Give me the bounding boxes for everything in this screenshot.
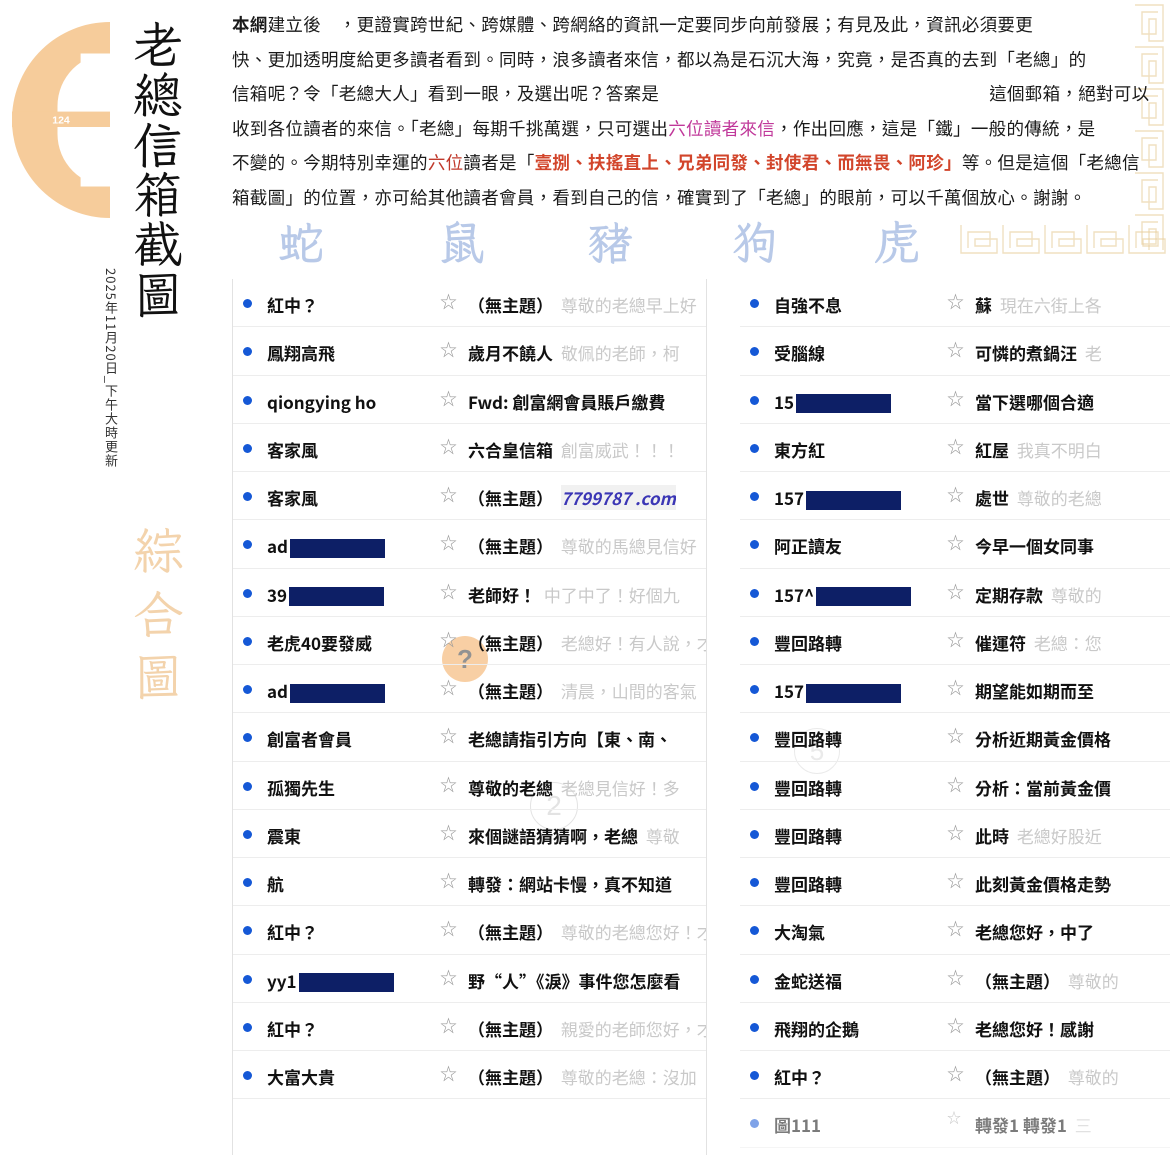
svg-text:124: 124 <box>52 115 70 127</box>
